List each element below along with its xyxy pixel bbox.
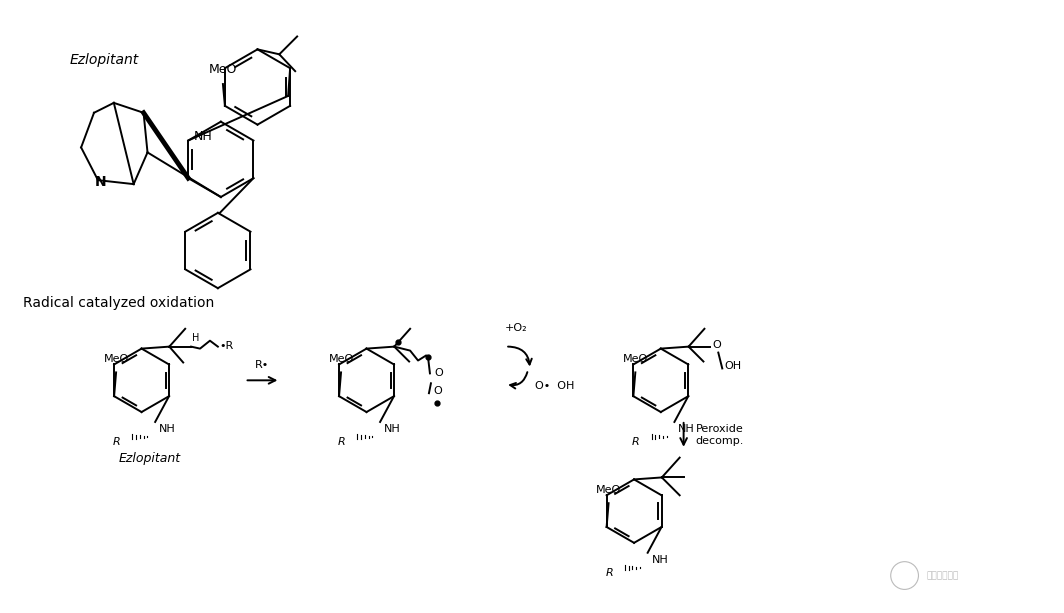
Text: O: O <box>434 368 443 378</box>
Text: •R: •R <box>220 341 234 351</box>
Text: OH: OH <box>725 362 742 371</box>
Text: NH: NH <box>195 130 213 143</box>
Text: Ezlopitant: Ezlopitant <box>69 53 138 67</box>
Text: +O₂: +O₂ <box>504 323 528 333</box>
Text: H: H <box>193 333 199 343</box>
Text: R: R <box>632 437 639 447</box>
Text: O: O <box>713 340 721 349</box>
Text: Radical catalyzed oxidation: Radical catalyzed oxidation <box>22 296 214 310</box>
Text: R: R <box>605 568 613 577</box>
Text: R: R <box>113 437 120 447</box>
Text: 科研文献拆解: 科研文献拆解 <box>927 571 959 580</box>
Text: NH: NH <box>679 424 695 434</box>
Text: R•: R• <box>255 360 269 370</box>
Text: NH: NH <box>160 424 176 434</box>
Text: O: O <box>433 386 442 396</box>
Text: MeO: MeO <box>596 485 621 495</box>
Text: MeO: MeO <box>622 354 648 365</box>
Text: N: N <box>95 175 106 189</box>
Text: NH: NH <box>651 555 668 565</box>
Text: Peroxide
decomp.: Peroxide decomp. <box>696 424 744 446</box>
Text: R: R <box>337 437 346 447</box>
Text: MeO: MeO <box>209 63 237 76</box>
Text: O•  OH: O• OH <box>535 381 575 391</box>
Text: Ezlopitant: Ezlopitant <box>118 452 181 465</box>
Text: MeO: MeO <box>103 354 129 365</box>
Text: NH: NH <box>384 424 401 434</box>
Text: MeO: MeO <box>329 354 353 365</box>
